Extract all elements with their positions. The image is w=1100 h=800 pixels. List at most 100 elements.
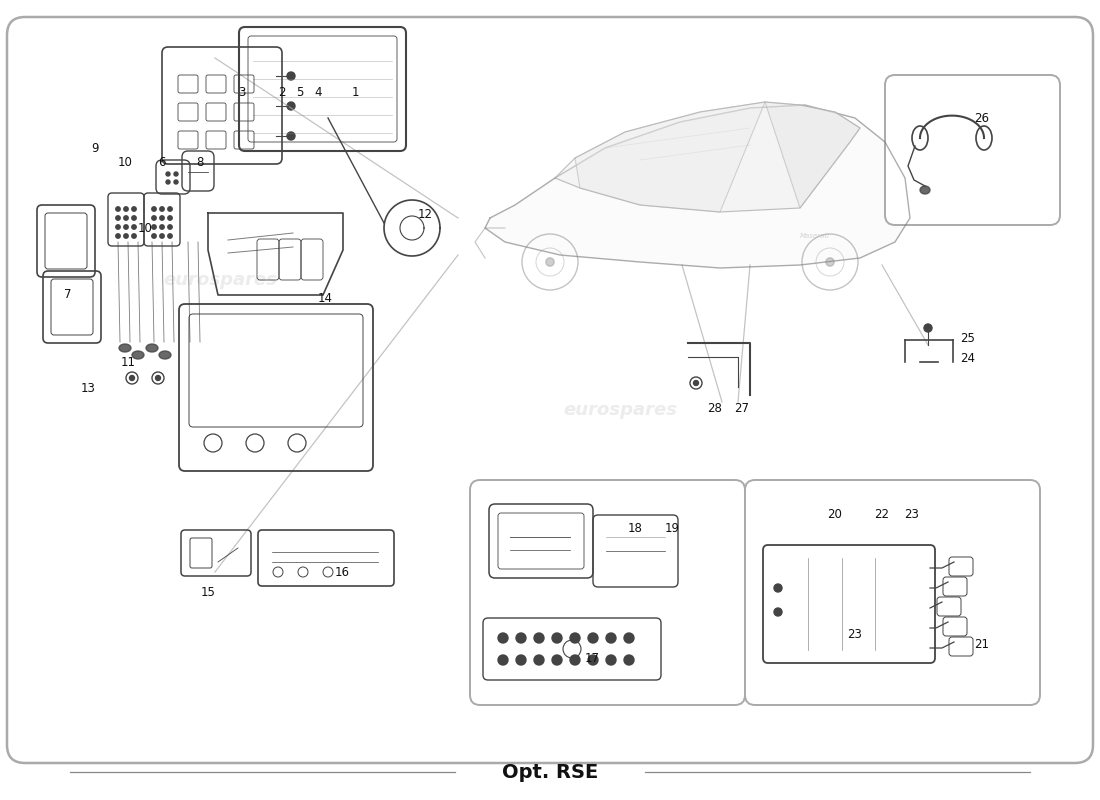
Circle shape (160, 225, 164, 230)
Text: eurospares: eurospares (563, 401, 676, 419)
Text: 13: 13 (80, 382, 96, 394)
Circle shape (132, 206, 136, 211)
Circle shape (693, 381, 698, 386)
Circle shape (124, 216, 129, 220)
Circle shape (132, 216, 136, 220)
Text: 15: 15 (200, 586, 216, 598)
Text: eurospares: eurospares (163, 271, 277, 289)
Text: 24: 24 (960, 351, 976, 365)
Circle shape (552, 633, 562, 643)
Text: 26: 26 (975, 111, 990, 125)
Text: 9: 9 (91, 142, 99, 154)
Circle shape (160, 206, 164, 211)
Text: 12: 12 (418, 209, 432, 222)
Circle shape (826, 258, 834, 266)
Text: 23: 23 (848, 629, 862, 642)
Circle shape (552, 655, 562, 665)
Text: 4: 4 (315, 86, 321, 98)
Circle shape (116, 206, 120, 211)
Circle shape (606, 655, 616, 665)
Circle shape (570, 633, 580, 643)
Circle shape (152, 206, 156, 211)
Circle shape (160, 234, 164, 238)
Circle shape (130, 375, 134, 381)
Circle shape (606, 633, 616, 643)
Circle shape (168, 225, 173, 230)
Polygon shape (556, 102, 860, 212)
Text: 1: 1 (351, 86, 359, 98)
Text: 2: 2 (278, 86, 286, 98)
Circle shape (546, 258, 554, 266)
Text: 3: 3 (239, 86, 245, 98)
Circle shape (168, 216, 173, 220)
Circle shape (624, 655, 634, 665)
Text: 28: 28 (707, 402, 723, 414)
Text: 17: 17 (584, 651, 600, 665)
Circle shape (534, 633, 544, 643)
Circle shape (168, 234, 173, 238)
Text: 6: 6 (158, 155, 166, 169)
Text: 10: 10 (138, 222, 153, 234)
Circle shape (534, 655, 544, 665)
Circle shape (160, 216, 164, 220)
Text: Opt. RSE: Opt. RSE (502, 762, 598, 782)
Circle shape (516, 655, 526, 665)
Circle shape (168, 206, 173, 211)
Circle shape (498, 655, 508, 665)
Text: 5: 5 (296, 86, 304, 98)
Text: 11: 11 (121, 355, 135, 369)
Circle shape (174, 180, 178, 184)
Circle shape (116, 216, 120, 220)
Text: 16: 16 (334, 566, 350, 578)
Polygon shape (764, 102, 860, 208)
Circle shape (152, 234, 156, 238)
Circle shape (124, 234, 129, 238)
Text: 21: 21 (975, 638, 990, 651)
Text: eurospares: eurospares (563, 571, 676, 589)
Ellipse shape (160, 351, 170, 359)
Text: 8: 8 (196, 155, 204, 169)
Circle shape (116, 225, 120, 230)
Circle shape (155, 375, 161, 381)
Circle shape (924, 324, 932, 332)
Circle shape (774, 584, 782, 592)
Circle shape (498, 633, 508, 643)
Ellipse shape (920, 186, 929, 194)
Circle shape (166, 180, 170, 184)
Circle shape (516, 633, 526, 643)
Circle shape (287, 102, 295, 110)
Ellipse shape (132, 351, 144, 359)
Text: 20: 20 (827, 509, 843, 522)
Text: 25: 25 (960, 331, 976, 345)
Polygon shape (485, 105, 910, 268)
FancyBboxPatch shape (886, 75, 1060, 225)
Text: 23: 23 (904, 509, 920, 522)
FancyBboxPatch shape (745, 480, 1040, 705)
Circle shape (174, 172, 178, 176)
Circle shape (166, 172, 170, 176)
Circle shape (774, 608, 782, 616)
Text: 22: 22 (874, 509, 890, 522)
Circle shape (570, 655, 580, 665)
Text: 10: 10 (118, 155, 132, 169)
Circle shape (152, 216, 156, 220)
Circle shape (124, 225, 129, 230)
Circle shape (287, 132, 295, 140)
FancyBboxPatch shape (7, 17, 1093, 763)
Circle shape (124, 206, 129, 211)
Circle shape (588, 633, 598, 643)
Text: 14: 14 (318, 291, 332, 305)
Circle shape (132, 225, 136, 230)
Ellipse shape (119, 344, 131, 352)
Circle shape (132, 234, 136, 238)
Text: 18: 18 (628, 522, 642, 534)
Text: 27: 27 (735, 402, 749, 414)
Ellipse shape (146, 344, 158, 352)
FancyBboxPatch shape (470, 480, 745, 705)
Text: Maserati: Maserati (800, 233, 830, 239)
Polygon shape (575, 102, 764, 212)
Text: 19: 19 (664, 522, 680, 534)
Circle shape (152, 225, 156, 230)
Circle shape (287, 72, 295, 80)
Circle shape (624, 633, 634, 643)
